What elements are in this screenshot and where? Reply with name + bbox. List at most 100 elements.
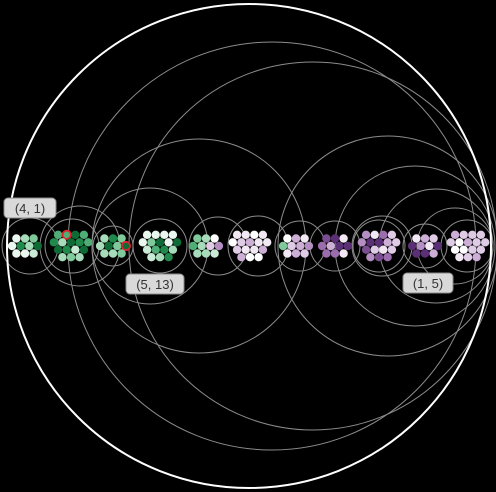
cluster-dot [468, 245, 477, 254]
cluster-dot [193, 234, 202, 243]
cluster-dot [237, 253, 246, 262]
cluster-dot [300, 249, 309, 258]
cluster-dot [210, 234, 219, 243]
cluster-dot [300, 234, 309, 243]
cluster-dot [343, 241, 353, 251]
cluster-dot [20, 234, 30, 243]
cluster-dot [168, 245, 178, 254]
cluster-dot [455, 253, 464, 262]
cluster-groups [7, 229, 490, 262]
cluster-dot [291, 234, 301, 243]
cluster-dot [387, 245, 397, 254]
cluster-dot [117, 249, 126, 258]
cluster-dot [361, 230, 371, 239]
cluster-dot [374, 253, 384, 262]
cluster-dot [326, 241, 335, 251]
dot-cluster [317, 234, 353, 258]
cluster-dot [206, 241, 215, 251]
dot-cluster [49, 229, 93, 262]
cluster-dot [201, 234, 211, 243]
cluster-dot [232, 245, 242, 254]
cluster-dot [58, 238, 67, 247]
cluster-dot [53, 230, 63, 239]
cluster-dot [71, 245, 80, 254]
cluster-dot [33, 241, 43, 251]
cluster-dot [476, 245, 486, 254]
cluster-dot [455, 238, 464, 247]
dot-cluster [407, 234, 443, 258]
cluster-dot [317, 241, 327, 251]
cluster-dot [71, 230, 80, 239]
cluster-dot [476, 230, 486, 239]
cluster-dot [147, 253, 156, 262]
cluster-dot [25, 241, 34, 251]
cluster-dot [366, 253, 375, 262]
cluster-dot [254, 238, 263, 247]
highlighted-dot [120, 240, 132, 252]
cluster-dot [387, 230, 397, 239]
cluster-dot [339, 249, 348, 258]
cluster-dot [383, 238, 392, 247]
cluster-dot [160, 230, 169, 239]
cluster-dot [407, 241, 417, 251]
cluster-dot [463, 238, 473, 247]
cluster-dot [245, 253, 255, 262]
dot-cluster [138, 230, 182, 262]
cluster-dot [142, 230, 152, 239]
cluster-dot [29, 234, 38, 243]
cluster-dot [416, 241, 425, 251]
cluster-dot [450, 230, 460, 239]
cluster-dot [113, 241, 122, 251]
cluster-dot [245, 238, 255, 247]
cluster-dot [370, 230, 379, 239]
cluster-dot [173, 238, 182, 247]
cluster-dot [151, 245, 160, 254]
cluster-dot [75, 238, 84, 247]
arc-circle [92, 225, 134, 267]
label-b-text: (5, 13) [136, 277, 174, 292]
dot-cluster [278, 234, 314, 258]
cluster-dot [420, 249, 430, 258]
cluster-dot [104, 241, 113, 251]
label-a-tag: (4, 1) [3, 197, 57, 219]
cluster-dot [322, 249, 331, 258]
cluster-dot [258, 245, 268, 254]
cluster-dot [168, 230, 178, 239]
cluster-dot [263, 238, 272, 247]
cluster-dot [58, 253, 67, 262]
cluster-dot [322, 234, 331, 243]
cluster-dot [232, 230, 242, 239]
label-c-text: (1, 5) [413, 276, 443, 291]
cluster-dot [250, 230, 259, 239]
cluster-dot [278, 241, 288, 251]
cluster-dot [370, 245, 379, 254]
cluster-dot [450, 245, 460, 254]
cluster-dot [241, 245, 250, 254]
cluster-dot [164, 253, 173, 262]
cluster-dot [429, 234, 438, 243]
outer-ring [6, 3, 492, 489]
dot-cluster [357, 230, 401, 262]
cluster-dot [84, 238, 93, 247]
cluster-dot [335, 241, 344, 251]
cluster-dot [425, 241, 434, 251]
dot-cluster [188, 234, 224, 258]
cluster-dot [228, 238, 237, 247]
arc-circle [277, 135, 496, 357]
cluster-dot [291, 249, 301, 258]
arc-circle [334, 165, 496, 327]
cluster-dot [237, 238, 246, 247]
cluster-dot [100, 249, 109, 258]
cluster-dot [250, 245, 259, 254]
cluster-dot [330, 234, 340, 243]
cluster-dot [429, 249, 438, 258]
cluster-dot [29, 249, 38, 258]
cluster-dot [66, 238, 76, 247]
cluster-dot [383, 253, 392, 262]
cluster-dot [79, 245, 89, 254]
cluster-dot [49, 238, 58, 247]
cluster-dot [7, 241, 17, 251]
cluster-dot [481, 238, 490, 247]
